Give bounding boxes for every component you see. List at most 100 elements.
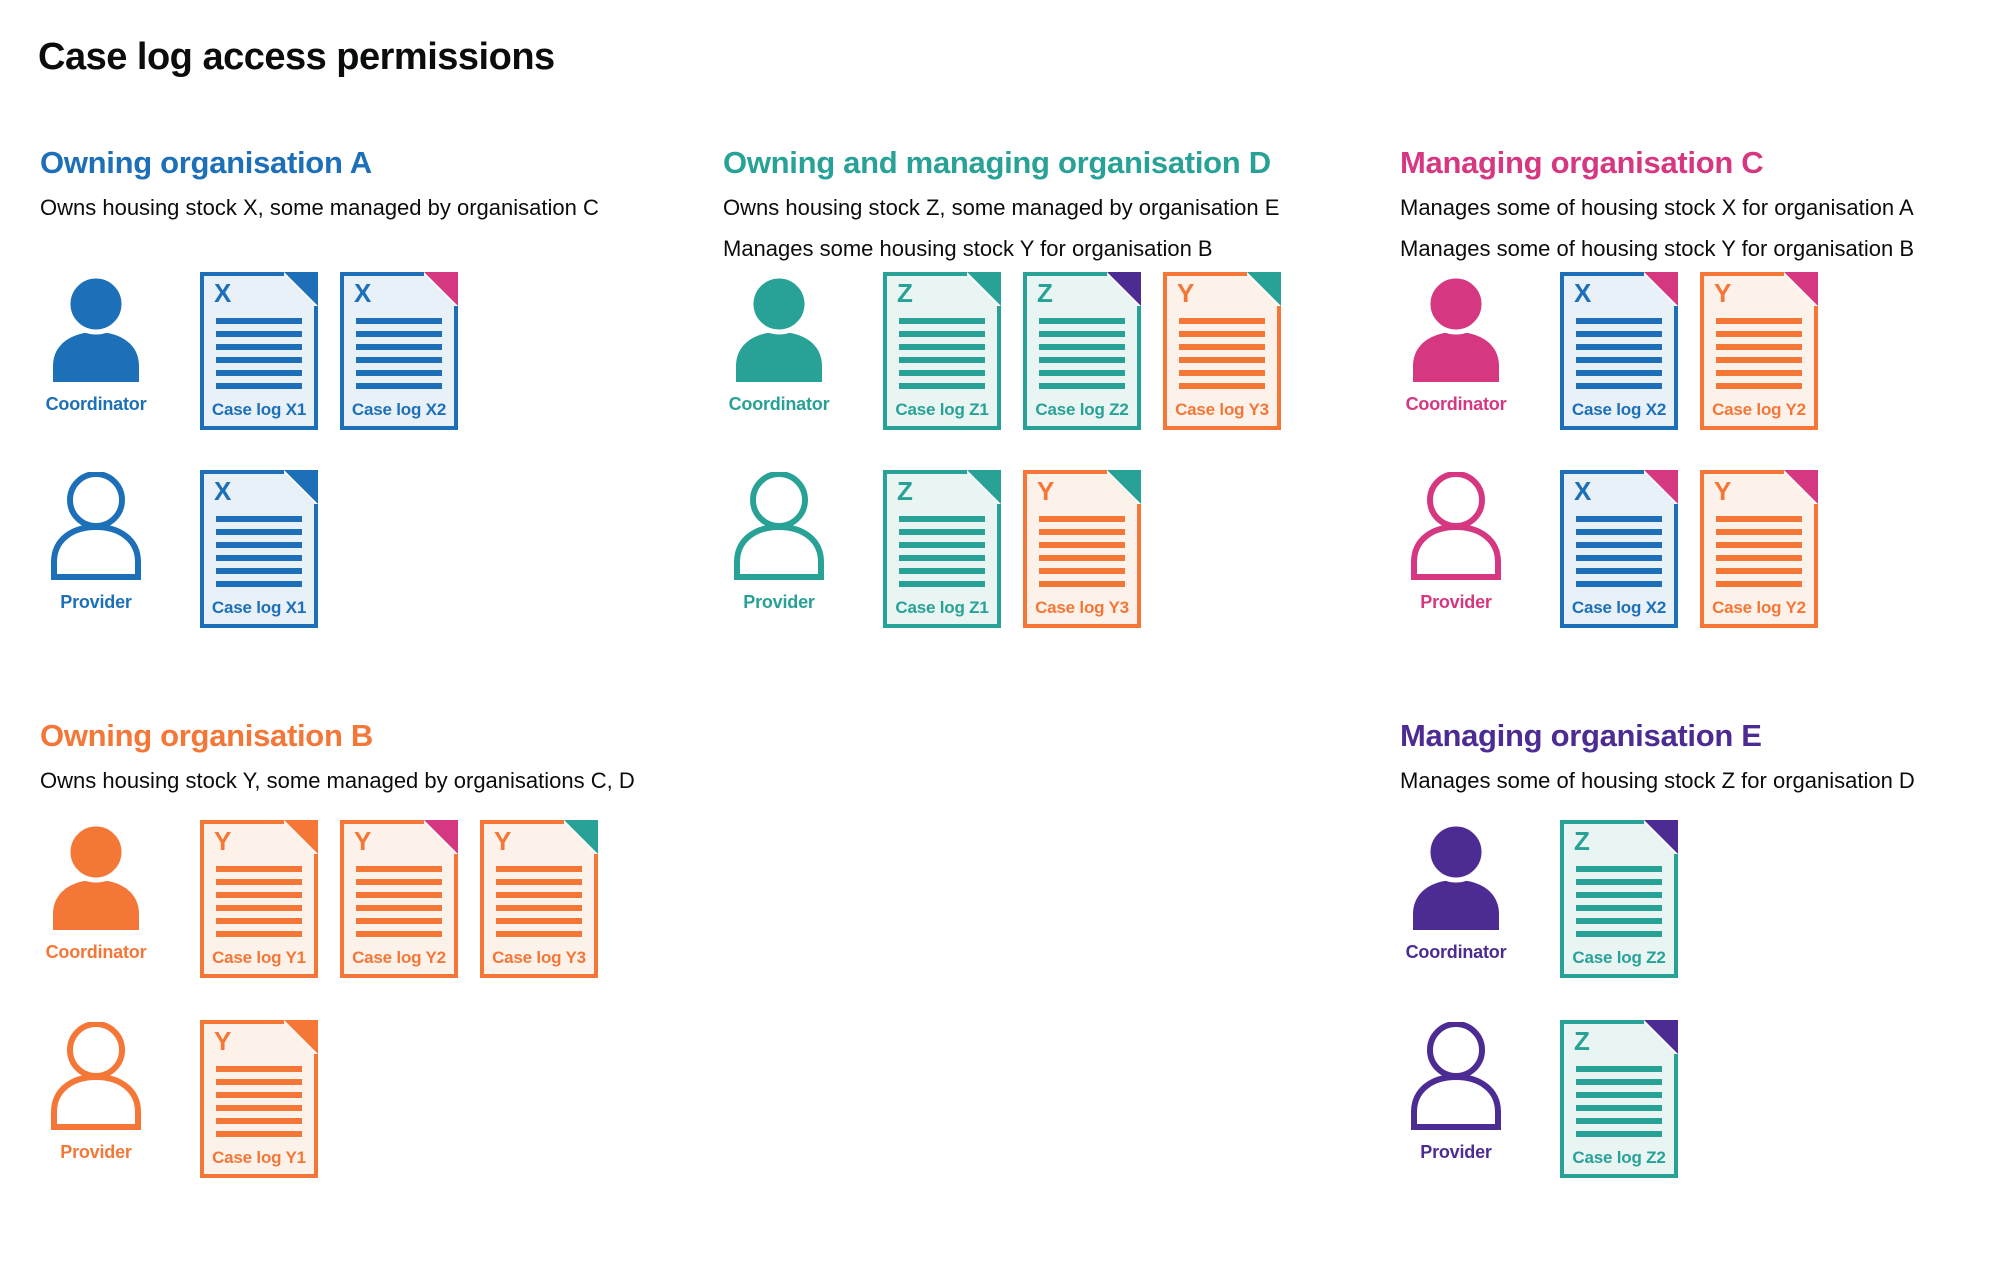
document-letter: Z [897,278,913,308]
document-icon [1023,272,1141,430]
provider-person: Provider [40,470,152,613]
section-org-e: Managing organisation E Manages some of h… [1400,718,2000,1178]
document-lines [356,866,442,937]
provider-person: Provider [723,470,835,613]
document-label: Case log Y1 [212,948,306,967]
case-log-document: Y Case log Y2 [1700,470,1818,628]
document-fold [284,1020,318,1054]
document-icon [883,272,1001,430]
document-icon [200,470,318,628]
coordinator-person: Coordinator [40,820,152,963]
documents-group: Z Case log Z1 Y Case log Y3 [883,470,1141,628]
document-paper [1165,274,1279,428]
provider-icon [1411,1022,1501,1130]
document-lines [1716,516,1802,587]
section-org-c: Managing organisation C Manages some of h… [1400,145,2000,628]
section-heading: Managing organisation E [1400,718,1762,753]
document-paper [202,822,316,976]
section-org-b: Owning organisation B Owns housing stock … [40,718,705,1178]
section-description-line: Owns housing stock Z, some managed by or… [723,195,1280,220]
document-label: Case log Y2 [1712,400,1806,419]
coordinator-row: Coordinator Z Case log Z1 Z Case log Z2 Y Case… [723,272,1281,430]
coordinator-icon [1413,822,1499,930]
document-label: Case log Z1 [895,598,989,617]
document-letter: Y [1037,476,1055,506]
role-label: Provider [60,1142,132,1162]
document-label: Case log Y3 [492,948,586,967]
case-log-document: Z Case log Z2 [1023,272,1141,430]
document-border [1560,820,1678,978]
document-border [883,470,1001,628]
document-lines [356,318,442,389]
section-description: Owns housing stock X, some managed by or… [40,193,705,222]
case-log-document: X Case log X2 [340,272,458,430]
section-description: Manages some of housing stock Z for orga… [1400,766,2000,795]
document-paper [342,822,456,976]
document-icon [1163,272,1281,430]
coordinator-row: Coordinator X Case log X2 Y Case log Y2 [1400,272,1818,430]
provider-icon [1411,472,1501,580]
coordinator-row: Coordinator Z Case log Z2 [1400,820,1678,978]
document-icon [1700,470,1818,628]
document-letter: Y [214,1026,232,1056]
provider-icon [51,472,141,580]
provider-person: Provider [1400,1020,1512,1163]
document-fold [1247,272,1281,306]
document-fold [1644,272,1678,306]
role-label: Provider [1420,1142,1492,1162]
document-label: Case log Y3 [1035,598,1129,617]
role-label: Coordinator [1405,394,1507,414]
case-log-document: Y Case log Y1 [200,1020,318,1178]
coordinator-icon [736,274,822,382]
section-heading: Owning organisation A [40,145,372,180]
document-lines [216,516,302,587]
document-lines [216,1066,302,1137]
document-lines [1039,516,1125,587]
document-paper [885,472,999,626]
case-log-document: X Case log X2 [1560,470,1678,628]
document-letter: X [1574,476,1592,506]
case-log-document: Y Case log Y1 [200,820,318,978]
documents-group: Y Case log Y1 [200,1020,318,1178]
document-border [1023,272,1141,430]
document-border [200,1020,318,1178]
document-fold [1107,470,1141,504]
document-letter: Z [897,476,913,506]
documents-group: Z Case log Z2 [1560,1020,1678,1178]
role-label: Provider [60,592,132,612]
coordinator-person: Coordinator [1400,272,1512,415]
document-lines [1716,318,1802,389]
document-paper [1702,472,1816,626]
provider-row: Provider Y Case log Y1 [40,1020,318,1178]
section-description: Owns housing stock Z, some managed by or… [723,193,1388,263]
role-label: Provider [743,592,815,612]
section-description-line: Manages some housing stock Y for organis… [723,236,1213,261]
document-icon [1560,1020,1678,1178]
document-paper [1562,472,1676,626]
document-border [200,470,318,628]
case-log-document: Y Case log Y3 [1163,272,1281,430]
document-border [340,820,458,978]
document-letter: Y [494,826,512,856]
document-fold [564,820,598,854]
document-fold [1107,272,1141,306]
document-paper [342,274,456,428]
document-border [1700,272,1818,430]
document-icon [1560,272,1678,430]
document-letter: Y [1714,476,1732,506]
document-lines [899,516,985,587]
section-heading: Owning and managing organisation D [723,145,1271,180]
document-letter: Y [1177,278,1195,308]
document-lines [496,866,582,937]
document-label: Case log X1 [211,400,307,419]
document-label: Case log X2 [1571,598,1667,617]
document-lines [1576,318,1662,389]
document-letter: X [1574,278,1592,308]
provider-row: Provider X Case log X2 Y Case log Y2 [1400,470,1818,628]
case-log-document: X Case log X1 [200,272,318,430]
document-paper [1562,274,1676,428]
document-label: Case log X2 [1571,400,1667,419]
document-lines [1576,1066,1662,1137]
document-border [340,272,458,430]
document-border [1560,272,1678,430]
